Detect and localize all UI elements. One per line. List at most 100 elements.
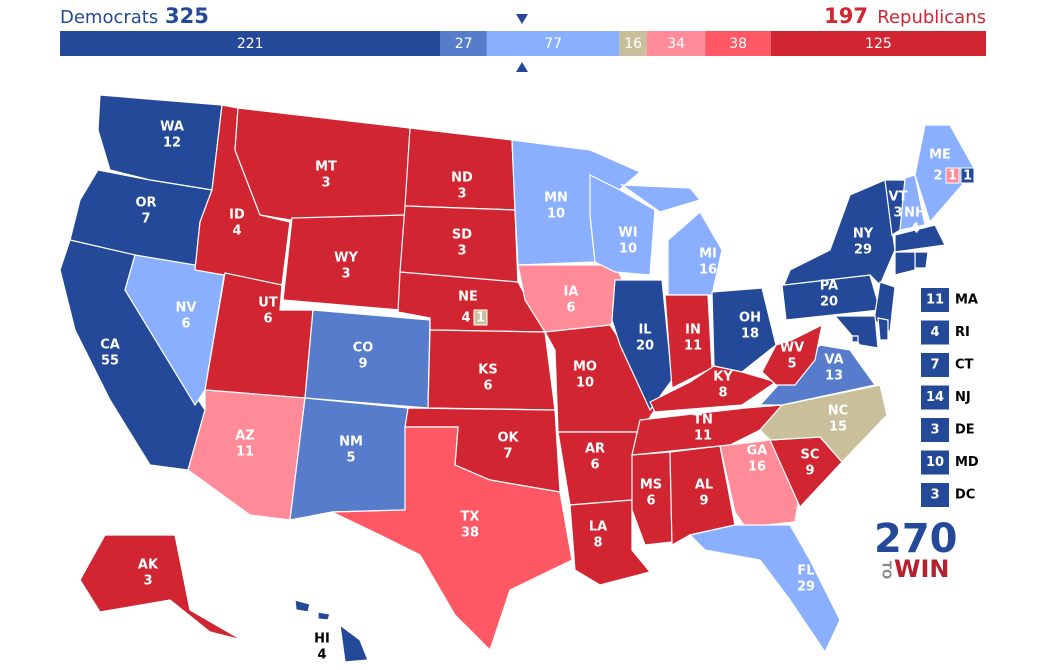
state-abbr: OR: [135, 196, 156, 211]
republicans-label: Republicans: [877, 7, 986, 28]
state-abbr: MN: [544, 191, 568, 206]
state-ev: 8: [593, 536, 602, 551]
majority-marker-top: [516, 14, 528, 24]
state-shape: [667, 211, 723, 296]
state-shape: [877, 317, 889, 341]
bar-segment: [440, 31, 487, 56]
state-ev: 10: [619, 242, 637, 257]
callout-box: [921, 483, 949, 507]
state-shape: [851, 335, 859, 343]
state-abbr: IN: [685, 323, 701, 338]
states: [59, 94, 976, 663]
district-box: [945, 167, 960, 184]
state-abbr: VA: [824, 353, 843, 368]
state-ev: 20: [636, 339, 654, 354]
state-shape: [894, 251, 916, 276]
state-shape: [914, 124, 976, 224]
bar-segment-label: 221: [237, 36, 264, 52]
state-abbr: WV: [780, 341, 804, 356]
state-abbr: CO: [353, 341, 374, 356]
bar-segment-label: 16: [624, 36, 642, 52]
state-abbr: NC: [828, 404, 848, 419]
state-shape: [331, 426, 573, 652]
state-ev: 7: [503, 447, 512, 462]
state-abbr: OH: [739, 311, 761, 326]
state-ev: 16: [699, 263, 717, 278]
state-abbr: AZ: [235, 429, 255, 444]
state-shape: [899, 174, 926, 231]
state-shape: [631, 451, 673, 546]
state-abbr: IL: [638, 323, 651, 338]
state-ev: 4: [317, 648, 326, 663]
state-shape: [761, 323, 823, 386]
state-abbr: AL: [695, 478, 713, 493]
state-abbr: FL: [797, 564, 814, 579]
state-ev: 11: [694, 429, 712, 444]
state-ev: 29: [854, 243, 872, 258]
state-shape: [619, 184, 702, 213]
state-ev: 3: [457, 244, 466, 259]
callout-abbr: DE: [955, 423, 975, 438]
district-ev: 1: [948, 169, 957, 184]
state-ev: 15: [829, 420, 847, 435]
state-abbr: KY: [713, 370, 733, 385]
logo-number: 270: [874, 516, 958, 562]
state-abbr: TX: [461, 510, 480, 525]
tally-bar: 221 27 77 16 34 38 125: [60, 31, 986, 56]
callout-abbr: DC: [955, 488, 975, 503]
bar-segment-label: 27: [455, 36, 473, 52]
state-ev: 3: [143, 574, 152, 589]
district-box: [960, 167, 975, 184]
state-abbr: GA: [747, 444, 768, 459]
state-ev: 2: [933, 169, 942, 184]
state-abbr: ND: [451, 171, 473, 186]
callout-ev: 11: [926, 293, 944, 308]
state-abbr: PA: [820, 279, 838, 294]
state-labels: WA12OR7CA55NV6ID4MT3WY3UT6AZ11CO9NM5ND3S…: [100, 120, 975, 663]
callouts: 11 MA 4 RI 7 CT 14 NJ 3 DE 10 MD 3 DC: [921, 288, 979, 507]
state-ev: 4: [461, 311, 470, 326]
state-abbr: NH: [904, 206, 926, 221]
bar-segment-label: 38: [729, 36, 747, 52]
callout-abbr: RI: [955, 325, 970, 340]
state-abbr: WA: [160, 120, 184, 135]
callout-ev: 14: [926, 390, 944, 405]
state-ev: 3: [341, 267, 350, 282]
district-box: [473, 309, 488, 326]
bar-segment: [60, 31, 441, 56]
state-abbr: AK: [138, 558, 159, 573]
bar-segment-label: 125: [865, 36, 892, 52]
state-abbr: ID: [229, 208, 245, 223]
bar-segment: [770, 31, 986, 56]
state-abbr: KS: [478, 363, 497, 378]
bar-segment: [619, 31, 647, 56]
state-abbr: MI: [699, 247, 717, 262]
state-ev: 11: [236, 445, 254, 460]
state-ev: 12: [163, 136, 181, 151]
state-ev: 6: [181, 317, 190, 332]
state-ev: 11: [684, 339, 702, 354]
state-ev: 8: [718, 386, 727, 401]
state-ev: 3: [321, 176, 330, 191]
state-ev: 6: [590, 458, 599, 473]
state-ev: 38: [461, 526, 479, 541]
state-abbr: CA: [100, 338, 120, 353]
state-shape: [317, 611, 331, 621]
state-abbr: AR: [585, 442, 605, 457]
state-abbr: WY: [334, 251, 358, 266]
state-abbr: NE: [458, 290, 478, 305]
state-ev: 6: [483, 379, 492, 394]
state-ev: 18: [741, 327, 759, 342]
state-ev: 4: [910, 222, 919, 237]
state-ev: 6: [646, 494, 655, 509]
logo-to: TO: [880, 561, 894, 579]
state-shape: [294, 599, 311, 613]
state-abbr: VT: [889, 190, 908, 205]
state-abbr: SC: [801, 448, 820, 463]
district-ev: 1: [963, 169, 972, 184]
state-abbr: NM: [339, 435, 363, 450]
callout-box: [921, 320, 949, 345]
democrats-total: 325: [165, 4, 209, 28]
bar-segment: [646, 31, 706, 56]
